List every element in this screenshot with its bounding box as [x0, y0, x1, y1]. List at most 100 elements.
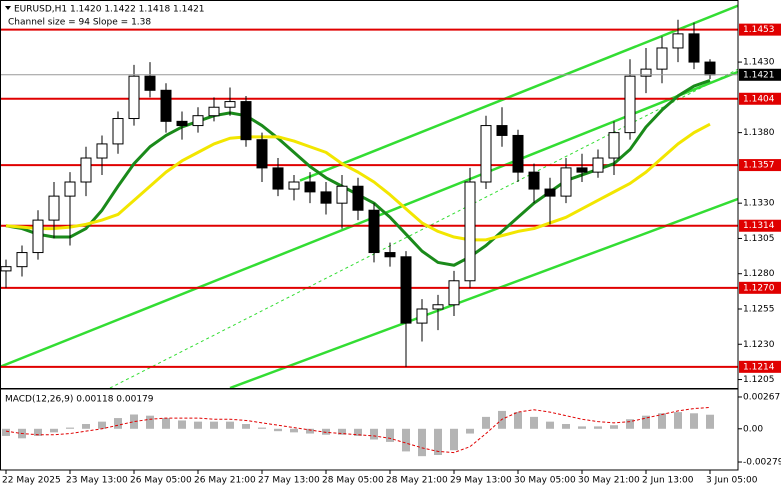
macd-bar	[162, 418, 170, 429]
macd-frame	[0, 388, 739, 471]
macd-y-tick-label: 0.00267	[743, 392, 780, 402]
candle-body	[128, 75, 140, 120]
chart-title: EURUSD,H1 1.1420 1.1422 1.1418 1.1421	[14, 5, 205, 15]
candle-body	[80, 157, 92, 183]
level-label-box	[739, 219, 781, 232]
x-tick-label: 3 Jun 05:00	[706, 476, 758, 486]
macd-panel	[2, 406, 714, 457]
y-tick-label: 1.1330	[743, 199, 775, 209]
level-label-box	[739, 159, 781, 172]
macd-bar	[674, 412, 682, 429]
current-price-box	[739, 68, 781, 81]
candle-body	[416, 308, 428, 324]
level-label-box	[739, 360, 781, 373]
candle-body	[48, 195, 60, 221]
candle-body	[240, 101, 252, 141]
price-panel	[0, 4, 738, 388]
candle-body	[608, 132, 620, 159]
candle-body	[544, 188, 556, 197]
macd-bar	[610, 425, 618, 429]
chart-subtitle: Channel size = 94 Slope = 1.38	[8, 18, 151, 28]
macd-bar	[114, 418, 122, 429]
candle-body	[192, 115, 204, 127]
candle-body	[0, 266, 12, 272]
candle-body	[672, 33, 684, 49]
candle-body	[256, 139, 268, 169]
x-tick-label: 2 Jun 13:00	[642, 476, 694, 486]
moving-average	[5, 122, 711, 242]
macd-bar	[562, 424, 570, 429]
macd-bar	[626, 419, 634, 429]
candle-body	[512, 134, 524, 173]
candle-body	[16, 252, 28, 268]
y-tick-label: 1.1305	[743, 234, 775, 244]
candle-body	[464, 181, 476, 282]
y-tick-label: 1.1380	[743, 128, 775, 138]
x-tick-label: 28 May 21:00	[386, 476, 448, 486]
x-tick-label: 26 May 05:00	[130, 476, 192, 486]
candle-body	[160, 89, 172, 122]
candle-body	[640, 68, 652, 77]
level-label: 1.1357	[743, 161, 775, 171]
candle-body	[560, 167, 572, 197]
macd-bar	[146, 415, 154, 429]
level-label: 1.1404	[743, 94, 775, 104]
candle-body	[272, 167, 284, 190]
candle-body	[656, 47, 668, 70]
candle-body	[144, 75, 156, 91]
candle-body	[592, 157, 604, 173]
macd-bar	[706, 414, 714, 429]
level-label-box	[739, 281, 781, 294]
channel-line	[229, 197, 738, 388]
candle-body	[64, 181, 76, 197]
macd-bar	[2, 428, 10, 436]
candle-body	[304, 181, 316, 193]
candle-body	[576, 167, 588, 173]
candle-body	[336, 185, 348, 204]
candle-body	[384, 252, 396, 258]
y-tick-label: 1.1230	[743, 340, 775, 350]
macd-bar	[594, 426, 602, 429]
macd-bar	[658, 413, 666, 429]
y-tick-label: 1.1430	[743, 58, 775, 68]
macd-bar	[482, 416, 490, 429]
macd-bar	[98, 421, 106, 429]
candle-body	[224, 101, 236, 108]
candle-body	[352, 185, 364, 211]
macd-bar	[354, 428, 362, 436]
macd-y-tick-label: -0.00279	[743, 458, 781, 468]
macd-bar	[434, 428, 442, 455]
macd-bar	[210, 421, 218, 429]
candle-body	[480, 125, 492, 183]
candle-body	[704, 61, 716, 76]
macd-bar	[34, 428, 42, 436]
menu-icon[interactable]	[5, 6, 11, 10]
macd-bar	[578, 426, 586, 429]
x-tick-label: 29 May 13:00	[450, 476, 512, 486]
candle-body	[32, 219, 44, 254]
x-tick-label: 22 May 2025	[2, 476, 61, 486]
x-tick-label: 26 May 21:00	[194, 476, 256, 486]
candle-body	[400, 256, 412, 324]
y-tick-label: 1.1280	[743, 269, 775, 279]
candle-body	[624, 75, 636, 134]
macd-bar	[338, 428, 346, 435]
candle-body	[176, 120, 188, 127]
macd-bar	[546, 421, 554, 429]
candle-body	[496, 125, 508, 136]
y-tick-label: 1.1255	[743, 304, 775, 314]
macd-bar	[82, 424, 90, 429]
macd-bar	[530, 416, 538, 429]
macd-bar	[290, 428, 298, 433]
x-tick-label: 30 May 05:00	[514, 476, 576, 486]
level-label: 1.1314	[743, 221, 775, 231]
candle-body	[96, 143, 108, 159]
macd-bar	[322, 428, 330, 435]
candle-body	[112, 118, 124, 145]
macd-bar	[306, 428, 314, 434]
macd-bar	[450, 428, 458, 451]
level-label: 1.1270	[743, 283, 775, 293]
channel-line	[299, 4, 738, 182]
macd-y-tick-label: 0.00	[743, 424, 763, 434]
macd-bar	[402, 428, 410, 452]
